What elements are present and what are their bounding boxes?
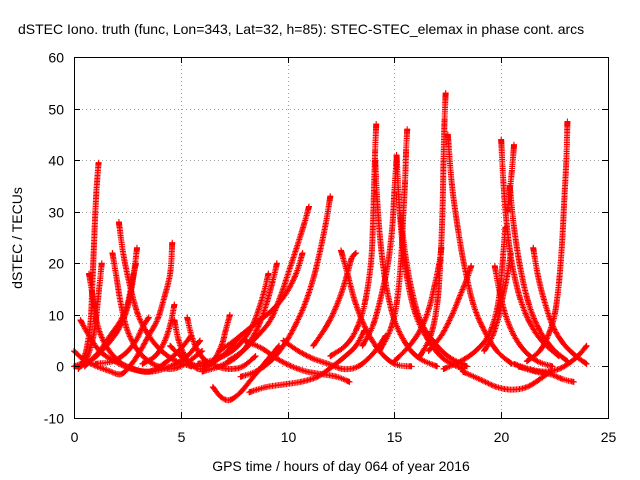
series-arc-36: [440, 224, 509, 372]
y-tick-label: 50: [48, 102, 64, 118]
series-arc-20: [237, 193, 334, 380]
series-arc-22: [241, 337, 353, 385]
series-arc-02: [75, 159, 102, 372]
x-tick-label: 15: [387, 429, 403, 445]
x-tick-label: 5: [178, 429, 186, 445]
y-tick-label: 60: [48, 50, 64, 66]
series-group: [71, 90, 590, 404]
y-tick-label: 30: [48, 205, 64, 221]
x-tick-label: 0: [71, 429, 79, 445]
plot-frame: [74, 57, 609, 419]
series-arc-25: [310, 250, 359, 349]
tick-labels: 0 5 10 15 20 25 -10 0 10 20 30 40 50 60: [44, 50, 617, 446]
series-arc-09: [81, 260, 139, 370]
series-arc-33: [417, 90, 449, 360]
series-arc-35: [425, 262, 475, 354]
y-tick-label: 40: [48, 153, 64, 169]
series-arc-24: [338, 247, 415, 370]
x-tick-label: 10: [281, 429, 297, 445]
chart-title: dSTEC Iono. truth (func, Lon=343, Lat=32…: [18, 21, 584, 37]
series-arc-43: [459, 368, 554, 393]
x-tick-label: 20: [494, 429, 510, 445]
y-tick-label: 0: [56, 359, 64, 375]
series-arc-21: [246, 327, 368, 396]
y-tick-label: 20: [48, 256, 64, 272]
y-axis-label: dSTEC / TECUs: [9, 187, 25, 289]
series-arc-39: [481, 250, 514, 354]
series-arc-10: [92, 314, 152, 367]
series-arc-46: [515, 363, 577, 385]
series-arc-23: [280, 332, 389, 373]
series-arc-34: [444, 131, 515, 367]
series-arc-41: [506, 182, 571, 365]
x-tick-label: 25: [601, 429, 617, 445]
x-axis-label: GPS time / hours of day 064 of year 2016: [212, 458, 470, 474]
series-arc-45: [523, 118, 571, 365]
y-tick-label: 10: [48, 308, 64, 324]
series-arc-19: [224, 203, 312, 365]
y-tick-label: -10: [44, 411, 64, 427]
series-arc-11: [139, 301, 178, 367]
series-arc-37: [498, 136, 562, 360]
